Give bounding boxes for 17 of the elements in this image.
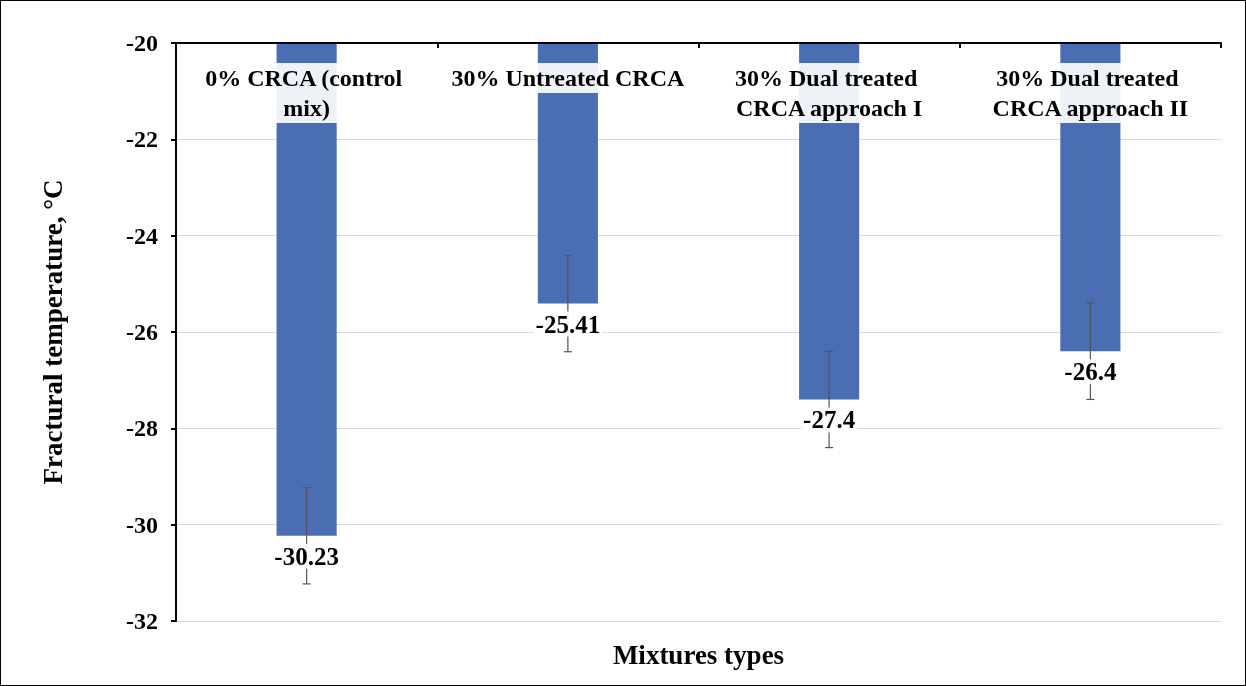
data-label: -27.4 [803,406,856,434]
y-tick-label: -24 [126,222,158,249]
y-tick-label: -22 [126,126,158,153]
x-tick-label: 30% Dual treated CRCA approach I [735,65,924,121]
y-axis-title: Fractural temperature, °C [37,179,68,485]
x-tick-label: 30% Untreated CRCA [451,65,685,91]
y-tick-label: -20 [126,30,158,56]
x-tick-label: 30% Dual treated CRCA approach II [992,65,1189,121]
y-tick-label: -30 [126,511,158,538]
data-label: -25.41 [535,310,601,338]
y-tick-label: -32 [126,608,158,634]
data-label: -26.4 [1064,358,1117,386]
x-axis-title: Mixtures types [612,639,785,670]
y-tick-label: -26 [126,319,158,345]
data-label: -30.23 [274,542,339,570]
y-tick-label: -28 [126,415,158,442]
x-tick-label: 0% CRCA (control mix) [205,65,409,121]
